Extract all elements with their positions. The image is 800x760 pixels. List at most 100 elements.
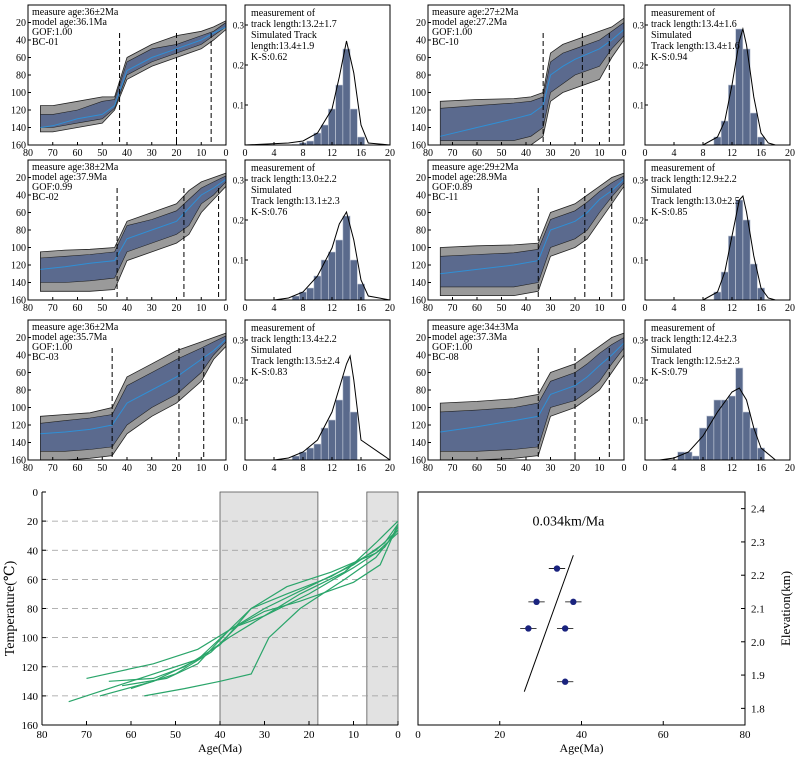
track-length-label: Simulated (651, 185, 692, 196)
model-label: BC-10 (432, 37, 459, 48)
y-tick-label: 1.8 (751, 703, 765, 715)
x-tick-label: 12 (327, 148, 337, 159)
track-length-label: Simulated Track (251, 30, 317, 41)
plot-frame (244, 159, 391, 301)
y-tick-label: 0.1 (233, 101, 244, 111)
histogram-bar (313, 443, 322, 461)
x-tick-label: 10 (196, 303, 206, 314)
x-tick-label: 50 (497, 148, 507, 159)
histogram-bar (699, 427, 707, 461)
x-tick-label: 20 (570, 463, 580, 474)
model-label: model age:37.3Ma (432, 332, 508, 343)
x-tick-label: 80 (423, 303, 433, 314)
x-tick-label: 8 (301, 148, 306, 159)
x-tick-label: 0 (643, 148, 648, 159)
x-tick-label: 30 (546, 303, 556, 314)
track-length-label: Simulated (651, 30, 692, 41)
y-tick-label: 0 (33, 487, 39, 499)
y-tick-label: 20 (16, 333, 26, 344)
track-length-label: Track length:13.4±1.6 (651, 41, 740, 52)
x-tick-label: 0 (224, 463, 229, 474)
data-point (561, 678, 569, 685)
data-point (525, 625, 532, 632)
x-tick-label: 20 (785, 303, 795, 314)
track-length-label: track length:13.4±1.6 (651, 19, 737, 30)
x-tick-label: 10 (595, 148, 605, 159)
x-tick-label: 0 (224, 303, 229, 314)
data-point (570, 598, 577, 606)
model-label: GOF:1.00 (32, 27, 72, 38)
histogram-bar (306, 140, 315, 146)
x-tick-label: 30 (259, 729, 271, 741)
y-tick-label: 2.3 (751, 537, 765, 549)
model-label: BC-11 (432, 192, 458, 203)
best-fit-path (40, 338, 227, 435)
x-tick-label: 16 (756, 463, 766, 474)
histogram-bar (328, 108, 336, 146)
y-tick-label: 120 (411, 261, 426, 272)
plot-frame (644, 319, 791, 461)
model-label: BC-01 (32, 37, 59, 48)
x-tick-label: 70 (448, 148, 458, 159)
regression-line (523, 555, 574, 692)
y-tick-label: 100 (411, 403, 426, 414)
track-length-label: measurement of (651, 323, 716, 334)
y-tick-label: 80 (16, 386, 26, 397)
x-tick-label: 40 (521, 463, 531, 474)
track-length-label: Track length:13.0±2.5 (651, 196, 740, 207)
y-tick-label: 2.0 (751, 637, 765, 649)
y-axis-label: Elevation(km) (778, 571, 793, 646)
y-tick-label: 140 (22, 691, 39, 703)
x-tick-label: 60 (472, 303, 482, 314)
model-label: measure age:36±2Ma (32, 322, 119, 333)
track-length-label: Simulated (251, 185, 292, 196)
model-label: model age:36.1Ma (32, 17, 108, 28)
plot-frame (644, 159, 791, 301)
x-tick-label: 10 (196, 148, 206, 159)
x-tick-label: 10 (348, 729, 360, 741)
y-tick-label: 80 (27, 604, 39, 616)
y-tick-label: 120 (11, 261, 26, 272)
x-tick-label: 20 (304, 729, 316, 741)
y-tick-label: 40 (27, 545, 39, 557)
histogram-bar (342, 215, 351, 301)
y-tick-label: 160 (11, 141, 26, 152)
slope-annotation: 0.034km/Ma (532, 514, 605, 529)
y-tick-label: 140 (411, 278, 426, 289)
histogram-bar (749, 263, 758, 301)
best-fit-path (440, 29, 625, 137)
data-point (561, 625, 569, 632)
x-tick-label: 0 (622, 148, 627, 159)
x-tick-label: 80 (423, 148, 433, 159)
model-label: GOF:1.00 (432, 342, 472, 353)
histogram-bar (720, 120, 729, 146)
histogram-bar (291, 295, 300, 301)
track-length-label: track length:12.9±2.2 (651, 174, 737, 185)
y-tick-label: 0.2 (233, 216, 244, 226)
x-tick-label: 0 (622, 303, 627, 314)
x-tick-label: 60 (126, 729, 138, 741)
x-tick-label: 10 (595, 303, 605, 314)
x-tick-label: 8 (701, 303, 706, 314)
track-length-label: K-S:0.62 (251, 52, 287, 63)
track-length-label: K-S:0.85 (651, 207, 687, 218)
y-tick-label: 80 (416, 226, 426, 237)
x-tick-label: 30 (147, 303, 157, 314)
y-tick-label: 20 (27, 516, 39, 528)
x-tick-label: 50 (497, 303, 507, 314)
x-tick-label: 80 (23, 463, 33, 474)
y-tick-label: 60 (16, 208, 26, 219)
x-tick-label: 10 (196, 463, 206, 474)
y-tick-label: 0.2 (633, 376, 644, 386)
x-tick-label: 20 (570, 148, 580, 159)
y-tick-label: 80 (16, 71, 26, 82)
track-length-label: Simulated (651, 345, 692, 356)
y-tick-label: 160 (411, 456, 426, 467)
x-tick-label: 0 (415, 729, 421, 741)
